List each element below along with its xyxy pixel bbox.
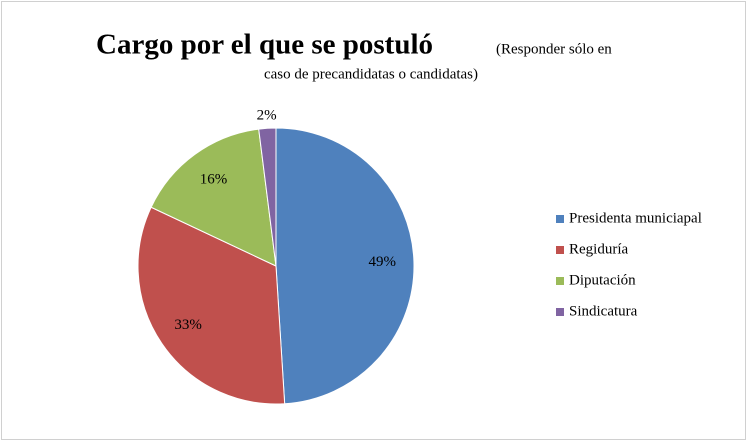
data-label: 2% [257,108,277,124]
chart-title: Cargo por el que se postuló [96,29,433,61]
data-label: 33% [174,317,202,333]
pie-slice [137,206,286,405]
legend-label: Sindicatura [569,303,638,319]
pie-slice [258,127,277,267]
legend-swatch [556,215,564,223]
pie-slice [275,127,415,405]
legend-swatch [556,308,564,316]
pie-slice [150,128,277,267]
legend-label: Diputación [569,272,636,288]
data-label: 49% [368,254,396,270]
legend-label: Presidenta municiapal [569,210,702,226]
legend-swatch [556,246,564,254]
data-label: 16% [200,171,228,187]
chart-subtitle: caso de precandidatas o candidatas) [264,66,478,82]
legend-label: Regiduría [569,241,628,257]
legend-swatch [556,277,564,285]
chart-subtitle: (Responder sólo en [496,41,612,57]
